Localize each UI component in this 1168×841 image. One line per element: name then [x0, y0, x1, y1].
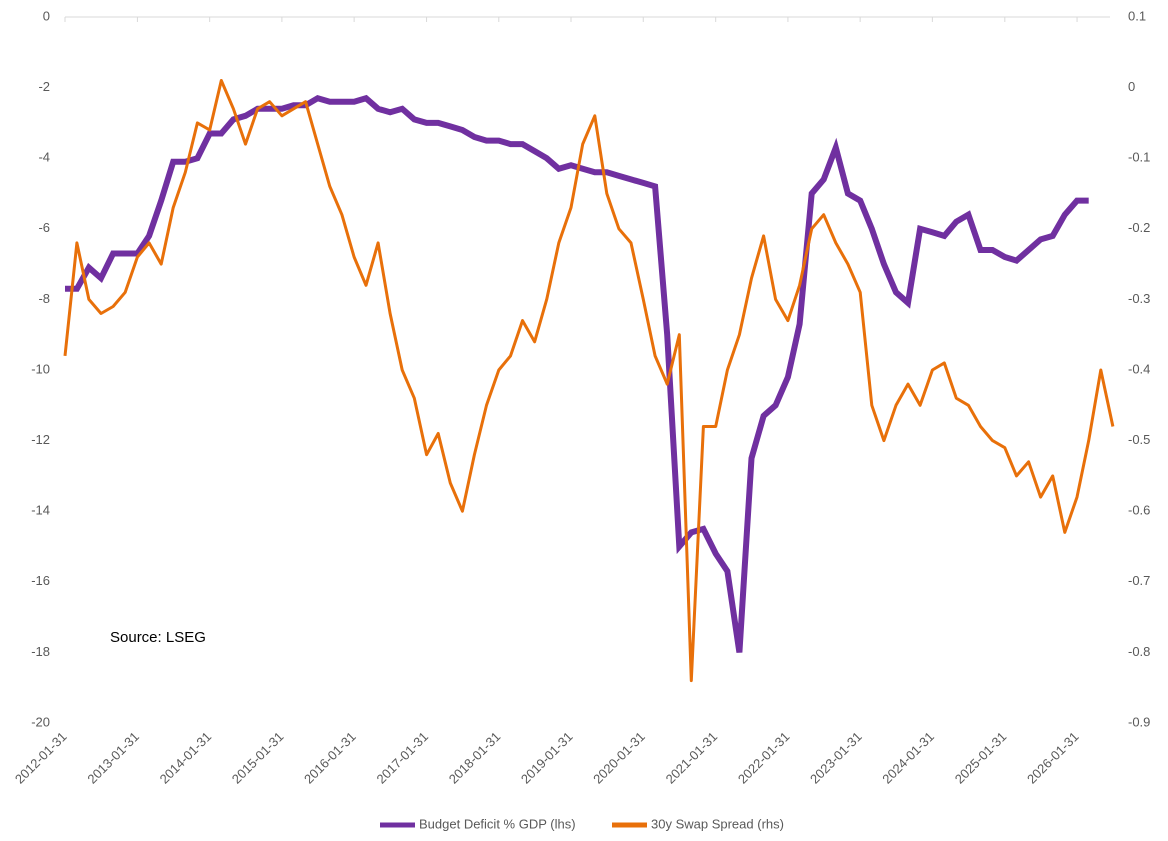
x-tick-label: 2014-01-31: [157, 729, 215, 787]
x-tick-label: 2021-01-31: [663, 729, 721, 787]
x-tick-label: 2016-01-31: [301, 729, 359, 787]
line-series: [63, 79, 1115, 683]
legend-label: 30y Swap Spread (rhs): [651, 816, 784, 831]
x-tick-label: 2023-01-31: [807, 729, 865, 787]
y2-tick-label: -0.4: [1128, 361, 1150, 376]
y-tick-label: 0: [43, 8, 50, 23]
x-tick-label: 2022-01-31: [735, 729, 793, 787]
y-tick-label: -10: [31, 361, 50, 376]
y2-tick-label: 0.1: [1128, 8, 1146, 23]
y-tick-label: -20: [31, 714, 50, 729]
x-tick-label: 2026-01-31: [1024, 729, 1082, 787]
y-tick-label: -6: [38, 220, 50, 235]
y-tick-label: -18: [31, 644, 50, 659]
legend-label: Budget Deficit % GDP (lhs): [419, 816, 576, 831]
x-tick-label: 2019-01-31: [518, 729, 576, 787]
y2-tick-label: -0.2: [1128, 220, 1150, 235]
y-tick-label: -16: [31, 573, 50, 588]
x-tick-label: 2018-01-31: [446, 729, 504, 787]
x-tick-label: 2024-01-31: [879, 729, 937, 787]
y2-tick-label: -0.8: [1128, 644, 1150, 659]
y-tick-label: -14: [31, 503, 50, 518]
x-tick-label: 2025-01-31: [952, 729, 1010, 787]
y2-tick-label: -0.3: [1128, 291, 1150, 306]
y2-tick-label: -0.6: [1128, 503, 1150, 518]
y-tick-label: -8: [38, 291, 50, 306]
x-tick-label: 2013-01-31: [84, 729, 142, 787]
x-tick-label: 2015-01-31: [229, 729, 287, 787]
y-tick-label: -12: [31, 432, 50, 447]
y2-tick-label: -0.1: [1128, 150, 1150, 165]
annotation: Source: LSEG: [110, 629, 206, 646]
y2-tick-label: -0.7: [1128, 573, 1150, 588]
x-tick-label: 2017-01-31: [373, 729, 431, 787]
y-tick-label: -4: [38, 150, 50, 165]
y2-tick-label: -0.9: [1128, 714, 1150, 729]
y2-tick-label: 0: [1128, 79, 1135, 94]
y2-tick-label: -0.5: [1128, 432, 1150, 447]
y-tick-label: -2: [38, 79, 50, 94]
x-tick-label: 2020-01-31: [590, 729, 648, 787]
x-tick-label: 2012-01-31: [12, 729, 70, 787]
